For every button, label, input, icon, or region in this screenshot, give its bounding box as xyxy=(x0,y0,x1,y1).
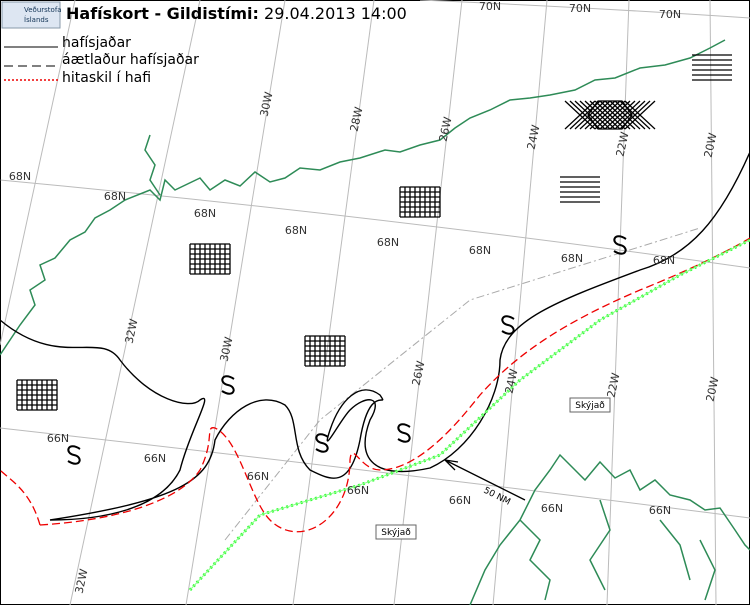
lat-label: 70N xyxy=(479,0,501,13)
logo-text: Íslands xyxy=(24,15,49,24)
lat-label: 68N xyxy=(561,252,583,265)
lon-label: 28W xyxy=(348,106,366,133)
lon-label: 24W xyxy=(503,368,521,395)
greenland-inlet xyxy=(144,134,161,196)
greenland-coast xyxy=(0,39,726,356)
iceland-coast xyxy=(469,453,750,605)
annotation-box xyxy=(375,524,417,540)
logo-text: Veðurstofa xyxy=(24,6,62,14)
lat-label: 66N xyxy=(541,502,563,515)
lat-label: 68N xyxy=(377,236,399,249)
lat-label: 68N xyxy=(9,170,31,183)
annotation: Skýjað xyxy=(575,401,605,411)
lat-label: 68N xyxy=(104,190,126,203)
ice-symbols xyxy=(0,54,732,465)
lon-34 xyxy=(0,0,76,346)
lon-label: 20W xyxy=(702,132,720,159)
hex-hatch xyxy=(614,100,646,130)
distance-arrow xyxy=(444,459,526,501)
iceland-fjords xyxy=(519,499,716,601)
lat-66 xyxy=(0,427,750,519)
s-symbol xyxy=(315,433,329,453)
lon-label: 24W xyxy=(525,124,543,151)
annotation: Skýjað xyxy=(381,528,411,538)
lon-32 xyxy=(69,0,201,605)
legend-label: áætlaður hafísjaðar xyxy=(62,52,199,68)
lat-label: 66N xyxy=(449,494,471,507)
legend: hafísjaðar áætlaður hafísjaðar hitaskil … xyxy=(4,35,199,86)
legend-label: hitaskil í hafi xyxy=(62,70,151,86)
s-symbol xyxy=(397,423,411,443)
lon-label: 26W xyxy=(410,360,428,387)
ocean-front-line xyxy=(189,239,750,591)
lat-label: 66N xyxy=(47,432,69,445)
lon-26 xyxy=(393,0,463,605)
s-symbol xyxy=(613,235,627,255)
lon-28 xyxy=(292,0,375,605)
annotation-box xyxy=(569,397,611,413)
grid-labels: 70N 70N 70N 68N 68N 68N 68N 68N 68N 68N 68N 66N 66N 6… xyxy=(9,0,722,595)
lat-label: 68N xyxy=(285,224,307,237)
hex-hatch xyxy=(624,100,656,130)
lat-label: 70N xyxy=(569,2,591,15)
lon-label: 22W xyxy=(614,131,632,158)
median-line xyxy=(224,227,701,541)
hex xyxy=(587,100,633,130)
lon-label: 30W xyxy=(218,336,236,363)
logo xyxy=(1,1,61,29)
lat-label: 66N xyxy=(347,484,369,497)
lat-68 xyxy=(0,179,750,269)
lat-label: 70N xyxy=(659,8,681,21)
lat-label: 66N xyxy=(247,470,269,483)
lon-label: 30W xyxy=(258,91,276,118)
lat-label: 66N xyxy=(649,504,671,517)
lon-label: 32W xyxy=(73,568,91,595)
lon-label: 22W xyxy=(605,372,623,399)
hex-hatch xyxy=(619,100,651,130)
estimated-ice-edge xyxy=(0,237,750,533)
lon-label: 26W xyxy=(437,116,455,143)
s-symbol xyxy=(67,445,81,465)
lat-label: 68N xyxy=(653,254,675,267)
lon-24 xyxy=(492,0,548,605)
coastline xyxy=(0,39,750,605)
lat-label: 68N xyxy=(194,207,216,220)
s-symbol xyxy=(221,375,235,395)
lon-30 xyxy=(185,0,286,605)
lon-label: 32W xyxy=(123,318,141,345)
s-symbol xyxy=(501,315,515,335)
lat-label: 68N xyxy=(469,244,491,257)
lat-label: 66N xyxy=(144,452,166,465)
hex-hatch xyxy=(609,100,641,130)
lon-label: 20W xyxy=(704,376,722,403)
title: Hafískort - Gildistími: 29.04.2013 14:00 xyxy=(66,4,407,23)
lon-20 xyxy=(709,0,717,605)
ice-edge xyxy=(0,151,750,521)
legend-label: hafísjaðar xyxy=(62,35,131,51)
